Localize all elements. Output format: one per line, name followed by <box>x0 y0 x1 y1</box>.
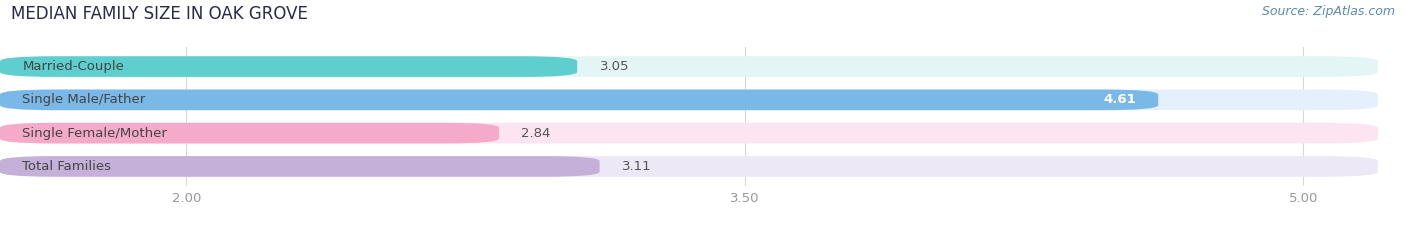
FancyBboxPatch shape <box>0 123 499 144</box>
FancyBboxPatch shape <box>0 56 578 77</box>
FancyBboxPatch shape <box>0 89 1378 110</box>
Text: 4.61: 4.61 <box>1104 93 1136 106</box>
Text: 3.05: 3.05 <box>599 60 628 73</box>
Text: Total Families: Total Families <box>22 160 111 173</box>
Text: 2.84: 2.84 <box>522 127 551 140</box>
FancyBboxPatch shape <box>0 56 1378 77</box>
FancyBboxPatch shape <box>0 156 1378 177</box>
FancyBboxPatch shape <box>0 89 1159 110</box>
Text: Married-Couple: Married-Couple <box>22 60 124 73</box>
Text: 3.11: 3.11 <box>621 160 651 173</box>
FancyBboxPatch shape <box>0 156 599 177</box>
FancyBboxPatch shape <box>0 123 1378 144</box>
Text: Single Male/Father: Single Male/Father <box>22 93 146 106</box>
Text: MEDIAN FAMILY SIZE IN OAK GROVE: MEDIAN FAMILY SIZE IN OAK GROVE <box>11 5 308 23</box>
Text: Source: ZipAtlas.com: Source: ZipAtlas.com <box>1261 5 1395 18</box>
Text: Single Female/Mother: Single Female/Mother <box>22 127 167 140</box>
